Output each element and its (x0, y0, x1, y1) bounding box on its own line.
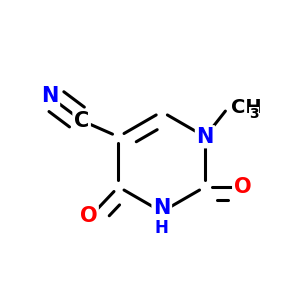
Text: CH: CH (231, 98, 261, 117)
Text: O: O (80, 206, 97, 226)
Text: N: N (196, 127, 214, 147)
Text: H: H (155, 219, 169, 237)
Text: N: N (153, 198, 170, 218)
Text: N: N (41, 86, 58, 106)
Text: 3: 3 (249, 107, 259, 121)
Text: O: O (234, 177, 251, 197)
Text: C: C (74, 111, 89, 130)
